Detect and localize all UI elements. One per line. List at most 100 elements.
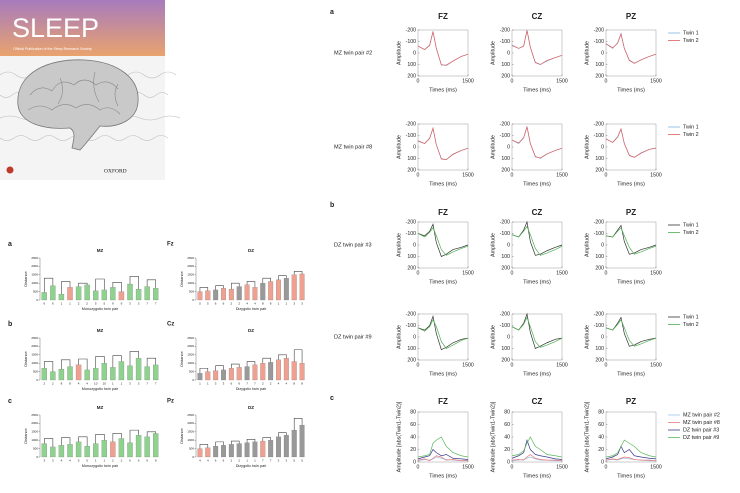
y-tick-label: 2500 bbox=[31, 413, 38, 417]
y-axis-label: Amplitude [abs(Twin1-Twin2)] bbox=[490, 401, 496, 472]
x-tick-label: 8 bbox=[270, 301, 272, 305]
bar bbox=[93, 443, 99, 458]
y-axis-label: Distance bbox=[179, 427, 184, 443]
y-tick-label: -100 bbox=[500, 39, 510, 45]
x-tick-label: 4 bbox=[86, 381, 88, 385]
bar bbox=[236, 443, 242, 458]
bar bbox=[299, 363, 305, 381]
y-tick-label: 200 bbox=[501, 167, 510, 173]
x-tick-label: 8 bbox=[262, 301, 264, 305]
bar bbox=[197, 448, 203, 458]
x-tick-label: 4 bbox=[61, 458, 63, 462]
x-tick-label: 1 bbox=[199, 381, 201, 385]
dendrogram-link bbox=[146, 431, 157, 437]
x-tick-label: 0 bbox=[511, 270, 514, 276]
bar bbox=[144, 436, 150, 458]
dendrogram-link bbox=[246, 361, 256, 367]
x-tick-label: 0 bbox=[511, 464, 514, 470]
bar bbox=[213, 445, 219, 458]
x-tick-label: 2 bbox=[231, 458, 233, 462]
x-tick-label: 10 bbox=[103, 381, 107, 385]
y-tick-label: 0 bbox=[36, 298, 38, 302]
y-tick-label: 1000 bbox=[31, 281, 38, 285]
y-tick-label: -200 bbox=[406, 311, 416, 317]
x-tick-label: 7 bbox=[155, 301, 157, 305]
y-tick-label: 200 bbox=[595, 73, 604, 79]
y-tick-label: 0 bbox=[507, 459, 510, 465]
dendrogram-link bbox=[231, 440, 240, 445]
x-axis-label: Times (ms) bbox=[617, 371, 645, 377]
x-tick-label: 3 bbox=[223, 381, 225, 385]
y-axis-label: Amplitude bbox=[490, 233, 496, 257]
x-tick-label: 6 bbox=[43, 301, 45, 305]
x-tick-label: 5 bbox=[199, 301, 201, 305]
bar bbox=[50, 446, 56, 458]
legend-label: Twin 2 bbox=[683, 230, 699, 236]
x-tick-label: 1500 bbox=[650, 78, 662, 84]
x-tick-label: 8 bbox=[293, 381, 295, 385]
waveform bbox=[417, 314, 469, 351]
bar bbox=[110, 367, 116, 381]
y-tick-label: 100 bbox=[595, 156, 604, 162]
y-tick-label: 0 bbox=[192, 455, 194, 459]
x-tick-label: 3 bbox=[215, 381, 217, 385]
x-tick-label: 3 bbox=[138, 381, 140, 385]
waveform bbox=[605, 32, 657, 64]
y-tick-label: 60 bbox=[410, 422, 416, 428]
y-tick-label: 1000 bbox=[31, 438, 38, 442]
panel-title: DZ bbox=[248, 405, 254, 410]
y-tick-label: 40 bbox=[410, 434, 416, 440]
publisher: OXFORD bbox=[104, 168, 127, 174]
x-axis-label: Monozygotic twin pair bbox=[82, 307, 119, 311]
x-tick-label: 6 bbox=[129, 458, 131, 462]
y-tick-label: 1000 bbox=[187, 281, 194, 285]
y-axis-label: Amplitude bbox=[490, 41, 496, 65]
x-tick-label: 5 bbox=[293, 458, 295, 462]
bar bbox=[221, 369, 226, 381]
bar bbox=[67, 366, 73, 381]
y-tick-label: 1000 bbox=[187, 361, 194, 365]
y-tick-label: 100 bbox=[595, 346, 604, 352]
dendrogram-link bbox=[246, 281, 256, 288]
electrode-title: CZ bbox=[532, 208, 543, 217]
panel-letter: b bbox=[8, 321, 12, 328]
bar bbox=[252, 287, 258, 301]
panel-letter: a bbox=[8, 241, 12, 248]
dendrogram-link bbox=[246, 439, 256, 443]
bar bbox=[135, 288, 142, 301]
x-tick-label: 3 bbox=[293, 301, 295, 305]
y-tick-label: -100 bbox=[500, 231, 510, 237]
y-tick-label: 0 bbox=[507, 50, 510, 56]
y-tick-label: 20 bbox=[410, 447, 416, 453]
x-tick-label: 2 bbox=[52, 381, 54, 385]
bar bbox=[236, 286, 242, 301]
x-tick-label: 1 bbox=[95, 458, 97, 462]
legend-label: DZ twin pair #9 bbox=[683, 435, 719, 441]
x-tick-label: 7 bbox=[146, 381, 148, 385]
dendrogram-link bbox=[95, 278, 105, 291]
y-tick-label: 2000 bbox=[31, 344, 38, 348]
y-tick-label: -200 bbox=[500, 219, 510, 225]
x-axis-label: Times (ms) bbox=[617, 181, 645, 187]
bar bbox=[291, 274, 297, 301]
y-tick-label: 60 bbox=[598, 422, 604, 428]
y-tick-label: -100 bbox=[594, 133, 604, 139]
bar bbox=[260, 283, 266, 301]
y-axis-label: Distance bbox=[23, 270, 28, 286]
y-tick-label: 0 bbox=[413, 242, 416, 248]
x-tick-label: 1500 bbox=[556, 464, 568, 470]
y-tick-label: 20 bbox=[504, 447, 510, 453]
waveform bbox=[417, 31, 469, 67]
y-tick-label: 100 bbox=[595, 62, 604, 68]
y-tick-label: 0 bbox=[192, 378, 194, 382]
x-tick-label: 2 bbox=[231, 301, 233, 305]
y-tick-label: 0 bbox=[601, 50, 604, 56]
bar bbox=[135, 435, 142, 458]
dendrogram-link bbox=[78, 436, 88, 447]
bar bbox=[268, 281, 274, 301]
x-tick-label: 4 bbox=[254, 301, 256, 305]
dendrogram-link bbox=[78, 282, 88, 287]
electrode-label: Cz bbox=[167, 322, 174, 328]
x-tick-label: 0 bbox=[417, 78, 420, 84]
plot-frame bbox=[417, 221, 469, 269]
